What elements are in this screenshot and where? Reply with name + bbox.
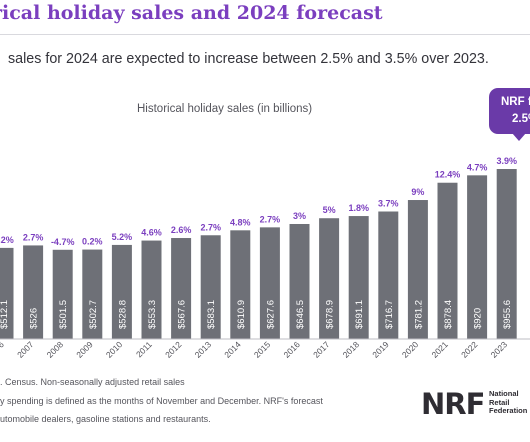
bar-2018 xyxy=(348,216,369,339)
bar-2022 xyxy=(467,175,488,339)
growth-label-2018: 1.8% xyxy=(348,203,369,213)
x-tick-2010: 2010 xyxy=(104,339,125,360)
growth-label-2011: 4.6% xyxy=(141,228,162,238)
forecast-badge-line1: NRF f xyxy=(501,96,530,108)
value-label-2019: $716.7 xyxy=(384,300,395,329)
x-tick-2016: 2016 xyxy=(281,339,302,360)
x-tick-2012: 2012 xyxy=(163,339,184,360)
x-tick-2020: 2020 xyxy=(400,339,421,360)
bar-2007 xyxy=(23,245,44,339)
value-label-2017: $678.9 xyxy=(325,300,336,329)
bar-2011 xyxy=(141,240,162,339)
value-label-2014: $610.9 xyxy=(236,300,247,329)
x-tick-2013: 2013 xyxy=(193,339,214,360)
growth-label-2008: -4.7% xyxy=(51,237,75,247)
forecast-badge: NRF f 2.5% xyxy=(489,88,530,134)
value-label-2009: $502.7 xyxy=(88,300,99,329)
value-label-2008: $501.5 xyxy=(58,300,69,329)
growth-label-2019: 3.7% xyxy=(378,199,399,209)
value-label-2007: $526 xyxy=(29,308,40,329)
x-tick-2015: 2015 xyxy=(252,339,273,360)
page-title: rical holiday sales and 2024 forecast xyxy=(0,2,383,24)
footnote-exclusions: utomobile dealers, gasoline stations and… xyxy=(0,414,211,424)
value-label-2011: $553.3 xyxy=(147,300,158,329)
value-label-2021: $878.4 xyxy=(443,300,454,329)
nrf-logo: NRF National Retail Federation xyxy=(421,387,530,442)
growth-label-2015: 2.7% xyxy=(260,214,281,224)
growth-label-2012: 2.6% xyxy=(171,225,192,235)
bar-2023 xyxy=(496,169,517,339)
growth-label-2006: 3.2% xyxy=(0,235,14,245)
footnote-source: . Census. Non-seasonally adjusted retail… xyxy=(0,377,185,387)
chart-title: Historical holiday sales (in billions) xyxy=(137,103,313,115)
x-tick-2014: 2014 xyxy=(222,339,243,360)
growth-label-2016: 3% xyxy=(293,211,306,221)
bar-2014 xyxy=(230,230,251,339)
bar-2012 xyxy=(171,238,192,339)
x-tick-2018: 2018 xyxy=(341,339,362,360)
value-label-2016: $646.5 xyxy=(295,300,306,329)
nrf-logo-text: National Retail Federation xyxy=(489,389,528,415)
growth-label-2017: 5% xyxy=(323,205,336,215)
growth-label-2023: 3.9% xyxy=(496,156,517,166)
value-label-2018: $691.1 xyxy=(354,300,365,329)
x-tick-2017: 2017 xyxy=(311,339,332,360)
bar-2020 xyxy=(407,200,428,339)
growth-label-2013: 2.7% xyxy=(200,222,221,232)
x-tick-2008: 2008 xyxy=(45,339,66,360)
growth-label-2010: 5.2% xyxy=(112,232,133,242)
value-label-2013: $583.1 xyxy=(206,300,217,329)
x-tick-2006: 2006 xyxy=(0,339,6,360)
bar-2010 xyxy=(111,244,132,339)
forecast-badge-pointer xyxy=(512,133,526,141)
value-label-2010: $528.8 xyxy=(117,300,128,329)
x-tick-2022: 2022 xyxy=(459,339,480,360)
x-tick-2011: 2011 xyxy=(134,339,154,359)
nrf-logo-mark: NRF xyxy=(421,387,485,421)
bar-2021 xyxy=(437,182,458,339)
growth-label-2007: 2.7% xyxy=(23,232,44,242)
bar-2019 xyxy=(378,211,399,339)
bar-2009 xyxy=(82,249,103,339)
growth-label-2021: 12.4% xyxy=(435,170,461,180)
x-tick-group: 2006 2007 2008 2009 2010 2011 2012 2013 2014 2015… xyxy=(0,339,509,360)
growth-label-2020: 9% xyxy=(411,187,424,197)
bar-2008 xyxy=(52,249,73,339)
growth-label-2009: 0.2% xyxy=(82,237,103,247)
value-label-2022: $920 xyxy=(473,308,484,329)
bar-2013 xyxy=(200,235,221,339)
value-label-2023: $955.6 xyxy=(502,300,513,329)
x-tick-2021: 2021 xyxy=(429,339,450,360)
bar-2015 xyxy=(259,227,280,339)
value-label-2015: $627.6 xyxy=(265,300,276,329)
footnote-definition: y spending is defined as the months of N… xyxy=(0,396,323,406)
value-label-2012: $567.6 xyxy=(177,300,188,329)
growth-label-2022: 4.7% xyxy=(467,162,488,172)
page-subtitle: sales for 2024 are expected to increase … xyxy=(8,51,489,67)
holiday-sales-bar-chart: 3.2% $512.1 2.7% $526 -4.7% $501.5 0.2% $502.7 5… xyxy=(0,156,530,360)
bar-2006 xyxy=(0,247,14,339)
x-tick-2009: 2009 xyxy=(74,339,95,360)
bar-group: 3.2% $512.1 2.7% $526 -4.7% $501.5 0.2% $502.7 5… xyxy=(0,156,517,339)
bar-2016 xyxy=(289,223,310,339)
forecast-badge-line2: 2.5% xyxy=(512,113,530,125)
x-tick-2019: 2019 xyxy=(370,339,391,360)
growth-label-2014: 4.8% xyxy=(230,217,251,227)
x-tick-2023: 2023 xyxy=(489,339,510,360)
value-label-2006: $512.1 xyxy=(0,300,10,329)
title-divider xyxy=(0,34,530,35)
x-tick-2007: 2007 xyxy=(15,339,36,360)
bar-2017 xyxy=(319,218,340,339)
value-label-2020: $781.2 xyxy=(413,300,424,329)
